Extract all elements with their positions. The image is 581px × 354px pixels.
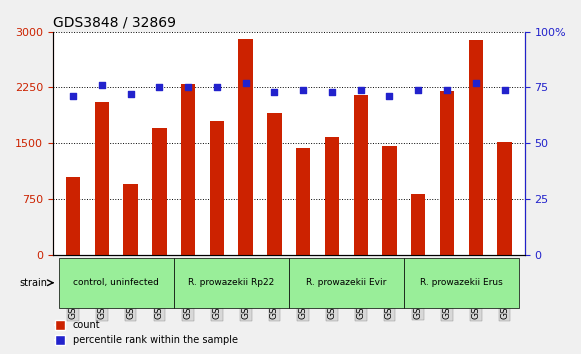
Text: R. prowazekii Rp22: R. prowazekii Rp22 (188, 278, 274, 287)
Point (184, 85, 193, 90)
Bar (95, 102, 109, 255)
Point (471, 80, 480, 86)
Point (270, 89, 279, 95)
Point (414, 87, 423, 92)
Bar (440, 91, 454, 255)
Point (126, 91, 135, 97)
Text: strain: strain (19, 278, 47, 288)
Bar (468, 40, 483, 255)
Point (155, 85, 164, 90)
Bar (382, 146, 397, 255)
Bar (267, 113, 282, 255)
Bar (325, 137, 339, 255)
FancyBboxPatch shape (404, 258, 519, 308)
Bar (181, 84, 195, 255)
Point (212, 85, 221, 90)
FancyBboxPatch shape (289, 258, 404, 308)
Bar (238, 39, 253, 255)
Point (69, 93, 78, 99)
Point (327, 89, 336, 95)
Text: control, uninfected: control, uninfected (73, 278, 159, 287)
Bar (411, 194, 425, 255)
Bar (123, 184, 138, 255)
Text: R. prowazekii Evir: R. prowazekii Evir (306, 278, 386, 287)
Bar (497, 142, 512, 255)
Legend: count, percentile rank within the sample: count, percentile rank within the sample (51, 316, 242, 349)
FancyBboxPatch shape (59, 258, 174, 308)
Point (500, 87, 509, 92)
Bar (296, 148, 310, 255)
Point (299, 87, 308, 92)
Point (241, 80, 250, 86)
Bar (353, 95, 368, 255)
Text: GDS3848 / 32869: GDS3848 / 32869 (53, 15, 176, 29)
Point (97, 82, 106, 88)
Bar (210, 121, 224, 255)
FancyBboxPatch shape (174, 258, 289, 308)
Bar (152, 128, 167, 255)
Point (442, 87, 451, 92)
Bar (66, 177, 80, 255)
Point (356, 87, 365, 92)
Text: R. prowazekii Erus: R. prowazekii Erus (420, 278, 503, 287)
Point (385, 93, 394, 99)
